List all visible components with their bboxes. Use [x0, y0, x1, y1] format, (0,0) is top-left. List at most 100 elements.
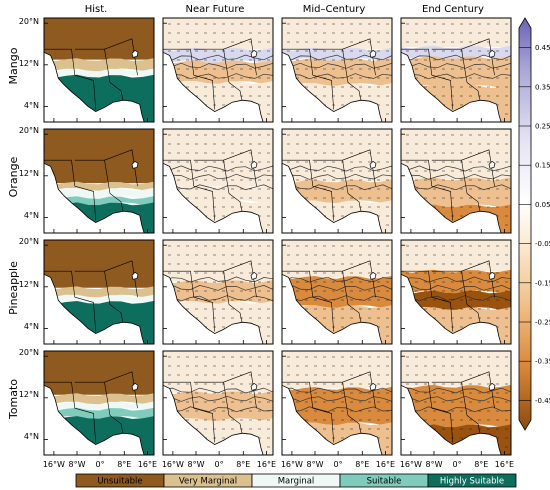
country-border: [109, 193, 124, 213]
lon-tick-label: 16°E: [376, 460, 395, 469]
country-border: [44, 159, 76, 187]
lat-tick-label: 4°N: [24, 101, 39, 110]
contour-line: [282, 173, 392, 180]
colorbar-tick-label: -0.25: [535, 319, 550, 327]
panel-frame: [400, 239, 512, 345]
change-zone: [282, 351, 392, 389]
lake: [250, 271, 258, 280]
contour-line: [163, 295, 273, 302]
panel-frame: [162, 350, 274, 456]
legend-label: Unsuitable: [97, 477, 142, 487]
lake: [488, 382, 496, 391]
lat-tick-label: 12°N: [19, 280, 39, 289]
contour-line: [401, 295, 511, 302]
change-zone: [163, 129, 273, 187]
colorbar-gradient: [518, 17, 532, 431]
country-border: [347, 82, 362, 102]
country-border: [431, 296, 453, 332]
country-border: [282, 159, 314, 187]
suitability-zone: [44, 393, 154, 405]
lake: [488, 49, 496, 58]
panel-frame: [281, 239, 393, 345]
panel-frame: [43, 350, 155, 456]
row-title-orange: Orange: [7, 156, 20, 197]
legend-label: Highly Suitable: [440, 477, 504, 487]
colorbar-tick-label: 0.35: [535, 83, 550, 91]
map-panel-orange-hist: [43, 128, 155, 234]
country-border: [347, 304, 362, 324]
country-border: [223, 371, 257, 409]
suitability-zone: [44, 240, 154, 288]
contour-line: [163, 73, 273, 80]
change-zone: [282, 240, 392, 278]
change-zone: [163, 391, 273, 422]
lat-tick-label: 12°N: [19, 390, 39, 399]
map-panel-tomato-near-future: [162, 350, 274, 456]
map-panel-pineapple-mid-century: [281, 239, 393, 345]
lon-tick-label: 8°W: [307, 460, 324, 469]
country-border: [109, 415, 124, 435]
lon-tick-label: 0°: [453, 460, 462, 469]
map-panel-orange-near-future: [162, 128, 274, 234]
map-panel-tomato-end-century: [400, 350, 512, 456]
map-panel-mango-end-century: [400, 17, 512, 123]
country-border: [104, 149, 138, 187]
lon-tick-label: 8°W: [69, 460, 86, 469]
contour-line: [282, 295, 392, 302]
suitability-zone: [44, 294, 154, 304]
contour-line: [163, 54, 273, 61]
country-border: [312, 74, 334, 110]
country-border: [193, 74, 215, 110]
colorbar-tick-label: 0.15: [535, 162, 550, 170]
change-zone: [282, 179, 392, 204]
suitability-zone: [44, 58, 154, 72]
colorbar: 0.45 0.35 0.25 0.15 0.05 -0.05 -0.15 -0.25 -0.35…: [518, 17, 550, 431]
country-border: [104, 260, 138, 298]
panel-frame: [400, 350, 512, 456]
panel-frame: [281, 350, 393, 456]
panel-frame: [162, 128, 274, 234]
change-zone: [401, 177, 511, 208]
country-border: [312, 185, 334, 221]
country-border: [342, 38, 376, 76]
lat-tick-label: 20°N: [19, 126, 39, 135]
country-border: [282, 270, 314, 298]
colorbar-tick-label: -0.45: [535, 397, 550, 405]
country-border: [109, 82, 124, 102]
country-border: [193, 296, 215, 332]
lon-tick-label: 0°: [96, 460, 105, 469]
map-panel-tomato-hist: [43, 350, 155, 456]
country-border: [44, 381, 76, 409]
panel-frame: [400, 17, 512, 123]
column-title-end-century: End Century: [422, 4, 484, 15]
panel-frame: [162, 17, 274, 123]
suitability-zone: [44, 181, 154, 191]
row-title-tomato: Tomato: [7, 379, 20, 420]
contour-line: [401, 276, 511, 283]
lon-tick-label: 8°W: [188, 460, 205, 469]
country-border: [228, 193, 243, 213]
colorbar-tick-label: 0.45: [535, 44, 550, 52]
lake: [369, 271, 377, 280]
country-border: [461, 38, 495, 76]
country-border: [223, 149, 257, 187]
map-panel-tomato-mid-century: [281, 350, 393, 456]
contour-line: [401, 62, 511, 69]
country-border: [466, 304, 481, 324]
contour-line: [282, 184, 392, 191]
suitability-zone: [44, 401, 154, 411]
contour-line: [282, 276, 392, 283]
panel-frame: [281, 128, 393, 234]
panel-frame: [43, 239, 155, 345]
lon-tick-label: 16°W: [281, 460, 303, 469]
country-border: [74, 407, 96, 443]
lon-tick-label: 16°W: [400, 460, 422, 469]
country-border: [282, 381, 314, 409]
map-panel-pineapple-hist: [43, 239, 155, 345]
contour-line: [401, 387, 511, 394]
lon-tick-label: 8°E: [355, 460, 369, 469]
country-border: [163, 48, 195, 76]
country-border: [228, 415, 243, 435]
lon-tick-label: 8°E: [236, 460, 250, 469]
row-titles: Mango Orange Pineapple Tomato: [7, 47, 20, 420]
